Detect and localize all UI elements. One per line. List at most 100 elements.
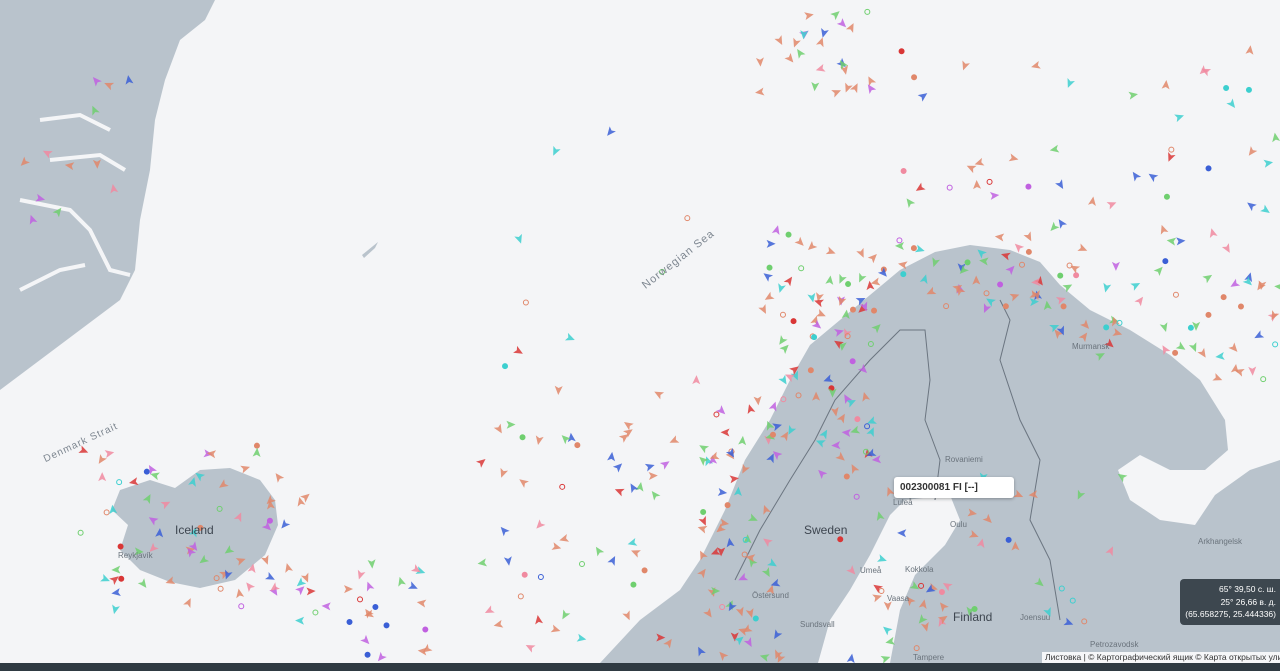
vessel-dot-marker[interactable] [741, 551, 748, 558]
vessel-arrow-marker[interactable] [1062, 281, 1074, 293]
vessel-dot-marker[interactable] [216, 505, 223, 512]
vessel-arrow-marker[interactable] [111, 565, 121, 574]
vessel-arrow-marker[interactable] [755, 57, 765, 67]
vessel-arrow-marker[interactable] [111, 588, 121, 597]
vessel-arrow-marker[interactable] [147, 514, 159, 526]
vessel-arrow-marker[interactable] [147, 542, 159, 555]
vessel-arrow-marker[interactable] [364, 580, 375, 592]
vessel-arrow-marker[interactable] [920, 621, 931, 633]
vessel-arrow-marker[interactable] [1104, 338, 1116, 350]
vessel-dot-marker[interactable] [864, 423, 871, 430]
vessel-dot-marker[interactable] [766, 264, 773, 271]
vessel-dot-marker[interactable] [986, 178, 993, 185]
vessel-arrow-marker[interactable] [396, 576, 406, 587]
vessel-arrow-marker[interactable] [416, 598, 427, 608]
vessel-arrow-marker[interactable] [794, 47, 806, 59]
vessel-arrow-marker[interactable] [367, 559, 377, 569]
vessel-arrow-marker[interactable] [761, 270, 774, 282]
vessel-arrow-marker[interactable] [761, 535, 773, 547]
vessel-dot-marker[interactable] [502, 363, 509, 370]
vessel-arrow-marker[interactable] [233, 511, 245, 523]
vessel-arrow-marker[interactable] [506, 420, 516, 429]
vessel-arrow-marker[interactable] [283, 562, 293, 573]
vessel-arrow-marker[interactable] [984, 295, 996, 307]
vessel-arrow-marker[interactable] [697, 454, 709, 466]
vessel-arrow-marker[interactable] [937, 600, 949, 612]
vessel-arrow-marker[interactable] [18, 156, 30, 169]
vessel-dot-marker[interactable] [1187, 324, 1194, 331]
vessel-arrow-marker[interactable] [1248, 366, 1257, 376]
vessel-arrow-marker[interactable] [108, 504, 118, 515]
vessel-arrow-marker[interactable] [1174, 112, 1185, 123]
vessel-arrow-marker[interactable] [1029, 298, 1040, 307]
vessel-arrow-marker[interactable] [629, 547, 641, 558]
vessel-arrow-marker[interactable] [649, 489, 661, 501]
vessel-arrow-marker[interactable] [193, 470, 206, 482]
vessel-arrow-marker[interactable] [822, 374, 834, 385]
vessel-dot-marker[interactable] [871, 307, 878, 314]
vessel-dot-marker[interactable] [1220, 294, 1227, 301]
vessel-arrow-marker[interactable] [720, 428, 730, 437]
vessel-dot-marker[interactable] [1025, 248, 1032, 255]
vessel-dot-marker[interactable] [574, 442, 581, 449]
vessel-dot-marker[interactable] [878, 587, 885, 594]
vessel-arrow-marker[interactable] [35, 193, 46, 204]
vessel-arrow-marker[interactable] [973, 157, 985, 168]
vessel-arrow-marker[interactable] [695, 645, 706, 657]
vessel-arrow-marker[interactable] [815, 309, 827, 320]
vessel-arrow-marker[interactable] [1049, 321, 1060, 333]
vessel-dot-marker[interactable] [849, 358, 856, 365]
vessel-dot-marker[interactable] [1245, 86, 1252, 93]
vessel-dot-marker[interactable] [910, 245, 917, 252]
vessel-arrow-marker[interactable] [217, 479, 229, 491]
vessel-arrow-marker[interactable] [1202, 272, 1214, 284]
vessel-arrow-marker[interactable] [848, 462, 860, 474]
vessel-dot-marker[interactable] [713, 411, 720, 418]
vessel-arrow-marker[interactable] [836, 412, 848, 424]
vessel-arrow-marker[interactable] [836, 295, 847, 307]
vessel-arrow-marker[interactable] [897, 529, 907, 538]
vessel-arrow-marker[interactable] [937, 613, 950, 625]
vessel-arrow-marker[interactable] [265, 572, 277, 583]
vessel-arrow-marker[interactable] [407, 581, 419, 592]
vessel-arrow-marker[interactable] [779, 342, 791, 354]
vessel-arrow-marker[interactable] [1245, 45, 1254, 55]
vessel-arrow-marker[interactable] [772, 421, 783, 432]
vessel-arrow-marker[interactable] [95, 454, 107, 466]
vessel-dot-marker[interactable] [1116, 319, 1123, 326]
vessel-arrow-marker[interactable] [767, 558, 779, 569]
vessel-arrow-marker[interactable] [104, 448, 115, 458]
vessel-arrow-marker[interactable] [772, 649, 783, 660]
vessel-arrow-marker[interactable] [1200, 65, 1212, 77]
vessel-arrow-marker[interactable] [914, 244, 926, 255]
vessel-arrow-marker[interactable] [714, 523, 726, 536]
vessel-dot-marker[interactable] [854, 416, 861, 423]
vessel-arrow-marker[interactable] [846, 653, 856, 663]
vessel-arrow-marker[interactable] [747, 513, 759, 525]
vessel-arrow-marker[interactable] [761, 567, 773, 579]
vessel-arrow-marker[interactable] [604, 126, 616, 138]
vessel-dot-marker[interactable] [769, 431, 776, 438]
vessel-arrow-marker[interactable] [524, 641, 536, 653]
vessel-arrow-marker[interactable] [871, 581, 884, 594]
vessel-arrow-marker[interactable] [1048, 221, 1060, 234]
vessel-arrow-marker[interactable] [841, 428, 852, 438]
vessel-arrow-marker[interactable] [295, 583, 307, 596]
vessel-arrow-marker[interactable] [885, 636, 896, 647]
vessel-arrow-marker[interactable] [321, 602, 331, 611]
vessel-arrow-marker[interactable] [1192, 321, 1201, 331]
vessel-dot-marker[interactable] [946, 184, 953, 191]
vessel-arrow-marker[interactable] [663, 637, 675, 649]
vessel-arrow-marker[interactable] [1077, 243, 1088, 255]
vessel-arrow-marker[interactable] [703, 607, 715, 620]
vessel-arrow-marker[interactable] [1246, 146, 1258, 158]
vessel-arrow-marker[interactable] [252, 447, 262, 458]
vessel-arrow-marker[interactable] [745, 403, 756, 415]
vessel-arrow-marker[interactable] [769, 578, 781, 589]
vessel-dot-marker[interactable] [1002, 303, 1009, 310]
vessel-arrow-marker[interactable] [975, 247, 987, 259]
vessel-arrow-marker[interactable] [476, 456, 488, 468]
vessel-arrow-marker[interactable] [1176, 237, 1186, 246]
vessel-arrow-marker[interactable] [184, 545, 197, 558]
vessel-arrow-marker[interactable] [855, 294, 868, 306]
